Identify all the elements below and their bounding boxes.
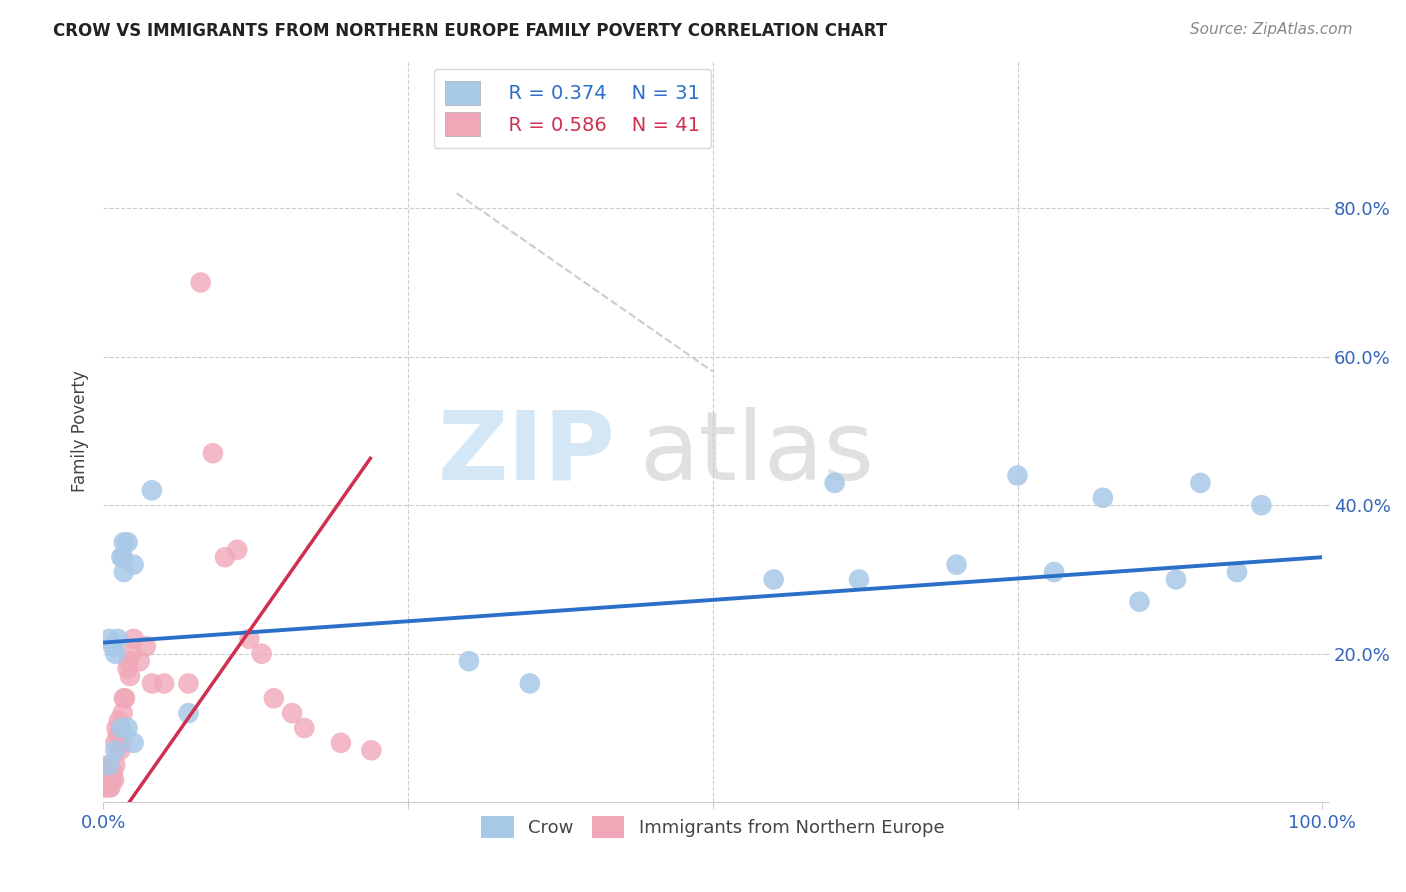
Point	[107, 632, 129, 646]
Point	[457, 654, 479, 668]
Point	[1043, 565, 1066, 579]
Point	[105, 721, 128, 735]
Point	[110, 550, 132, 565]
Point	[108, 743, 131, 757]
Point	[1250, 498, 1272, 512]
Point	[98, 632, 121, 646]
Point	[1189, 475, 1212, 490]
Point	[1164, 573, 1187, 587]
Text: atlas: atlas	[640, 407, 875, 500]
Point	[98, 780, 121, 795]
Point	[329, 736, 352, 750]
Point	[110, 721, 132, 735]
Point	[117, 535, 139, 549]
Point	[118, 654, 141, 668]
Point	[96, 772, 118, 787]
Point	[1226, 565, 1249, 579]
Point	[104, 743, 127, 757]
Point	[103, 772, 125, 787]
Point	[135, 640, 157, 654]
Point	[94, 772, 117, 787]
Point	[238, 632, 260, 646]
Point	[112, 691, 135, 706]
Point	[250, 647, 273, 661]
Point	[281, 706, 304, 720]
Text: CROW VS IMMIGRANTS FROM NORTHERN EUROPE FAMILY POVERTY CORRELATION CHART: CROW VS IMMIGRANTS FROM NORTHERN EUROPE …	[53, 22, 887, 40]
Point	[177, 706, 200, 720]
Point	[214, 550, 236, 565]
Point	[226, 542, 249, 557]
Point	[98, 758, 121, 772]
Legend: Crow, Immigrants from Northern Europe: Crow, Immigrants from Northern Europe	[474, 809, 952, 846]
Point	[104, 736, 127, 750]
Point	[848, 573, 870, 587]
Point	[100, 780, 122, 795]
Point	[112, 565, 135, 579]
Point	[122, 632, 145, 646]
Y-axis label: Family Poverty: Family Poverty	[72, 370, 89, 491]
Point	[190, 276, 212, 290]
Point	[201, 446, 224, 460]
Point	[104, 758, 127, 772]
Point	[177, 676, 200, 690]
Point	[97, 765, 120, 780]
Point	[263, 691, 285, 706]
Point	[117, 721, 139, 735]
Text: Source: ZipAtlas.com: Source: ZipAtlas.com	[1189, 22, 1353, 37]
Point	[122, 558, 145, 572]
Point	[292, 721, 315, 735]
Point	[1128, 595, 1150, 609]
Point	[141, 483, 163, 498]
Point	[112, 535, 135, 549]
Point	[108, 714, 131, 728]
Point	[141, 676, 163, 690]
Point	[98, 758, 121, 772]
Text: ZIP: ZIP	[437, 407, 616, 500]
Point	[120, 647, 142, 661]
Point	[114, 691, 136, 706]
Point	[1007, 468, 1029, 483]
Point	[945, 558, 967, 572]
Point	[111, 550, 134, 565]
Point	[118, 669, 141, 683]
Point	[122, 736, 145, 750]
Point	[93, 780, 115, 795]
Point	[104, 647, 127, 661]
Point	[110, 736, 132, 750]
Point	[519, 676, 541, 690]
Point	[153, 676, 176, 690]
Point	[101, 640, 124, 654]
Point	[100, 772, 122, 787]
Point	[360, 743, 382, 757]
Point	[762, 573, 785, 587]
Point	[117, 662, 139, 676]
Point	[107, 728, 129, 742]
Point	[824, 475, 846, 490]
Point	[1091, 491, 1114, 505]
Point	[101, 765, 124, 780]
Point	[111, 706, 134, 720]
Point	[128, 654, 150, 668]
